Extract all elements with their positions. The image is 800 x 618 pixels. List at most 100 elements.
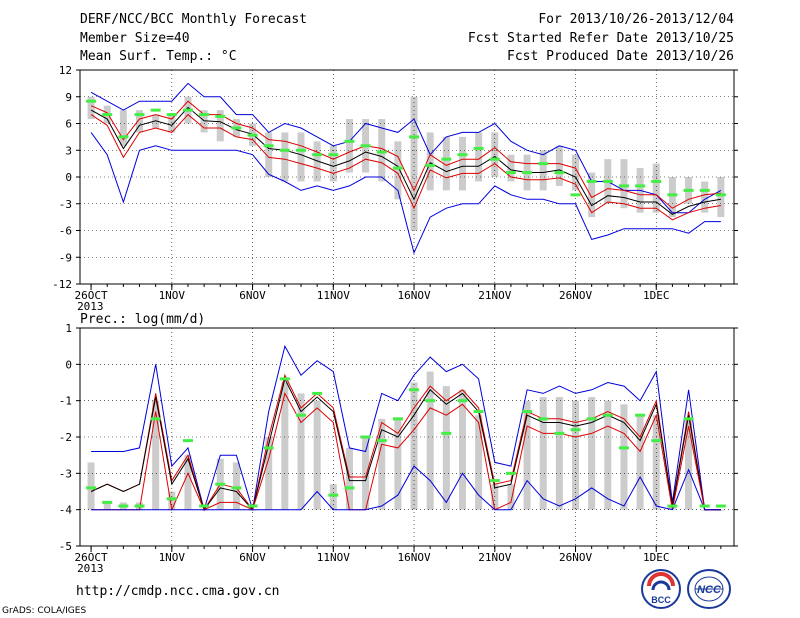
spread-box — [281, 382, 289, 510]
spread-box — [394, 418, 402, 510]
observed-marker — [538, 162, 549, 166]
observed-marker — [312, 391, 323, 395]
spread-box — [313, 400, 321, 510]
spread-box — [717, 177, 725, 218]
spread-box — [281, 132, 289, 182]
spread-box — [652, 415, 660, 510]
spread-box — [184, 455, 192, 510]
bcc-logo: BCC — [641, 569, 681, 609]
series-min — [90, 132, 721, 255]
observed-marker — [489, 479, 500, 483]
spread-box — [216, 110, 224, 142]
variable-label: Mean Surf. Temp.: °C — [80, 49, 237, 64]
spread-box — [297, 132, 305, 182]
spread-box — [329, 145, 337, 182]
series-min — [91, 465, 721, 511]
x-tick-label: 1NOV — [159, 289, 186, 302]
forecast-period: For 2013/10/26-2013/12/04 — [538, 12, 734, 27]
x-tick-label: 6NOV — [239, 551, 266, 564]
bcc-logo-text: BCC — [651, 595, 671, 605]
series-lower — [90, 113, 721, 221]
observed-marker — [699, 504, 710, 508]
spread-box — [442, 136, 450, 191]
observed-marker — [166, 497, 177, 501]
observed-marker — [618, 184, 629, 188]
observed-marker — [360, 435, 371, 439]
ncc-logo: NCC — [687, 569, 731, 609]
y-tick-label: 3 — [65, 144, 72, 157]
spread-box — [475, 415, 483, 510]
observed-marker — [409, 388, 420, 392]
y-tick-label: -9 — [59, 251, 72, 264]
ncc-logo-text: NCC — [697, 584, 722, 596]
spread-box — [378, 418, 386, 510]
observed-marker — [586, 417, 597, 421]
spread-box — [458, 389, 466, 510]
observed-marker — [425, 399, 436, 403]
observed-marker — [263, 144, 274, 148]
series-max — [91, 344, 721, 512]
observed-marker — [247, 504, 258, 508]
observed-marker — [279, 377, 290, 381]
spread-box — [620, 404, 628, 510]
y-tick-label: 1 — [65, 322, 72, 335]
x-tick-label: 16NOV — [397, 551, 430, 564]
observed-marker — [182, 108, 193, 112]
series-lower — [91, 392, 721, 512]
x-tick-label: 26OCT — [75, 551, 108, 564]
member-size: Member Size=40 — [80, 31, 190, 46]
y-tick-label: -6 — [59, 225, 72, 238]
grads-credit: GrADS: COLA/IGES — [2, 606, 87, 616]
observed-marker — [651, 439, 662, 443]
y-tick-label: -1 — [59, 395, 72, 408]
y-tick-label: -4 — [59, 504, 73, 517]
spread-box — [458, 136, 466, 191]
observed-marker — [538, 417, 549, 421]
spread-box — [539, 150, 547, 191]
observed-marker — [683, 188, 694, 192]
spread-box — [265, 132, 273, 177]
observed-marker — [102, 500, 113, 504]
observed-marker — [457, 399, 468, 403]
y-tick-label: 6 — [65, 118, 72, 131]
y-tick-label: 12 — [59, 64, 72, 77]
observed-marker — [489, 157, 500, 161]
y-tick-label: -2 — [59, 431, 72, 444]
observed-marker — [667, 504, 678, 508]
observed-marker — [118, 504, 129, 508]
spread-box — [103, 502, 111, 510]
observed-marker — [215, 114, 226, 118]
observed-marker — [134, 504, 145, 508]
spread-box — [604, 400, 612, 510]
observed-marker — [231, 126, 242, 130]
observed-marker — [522, 171, 533, 175]
x-tick-label: 26OCT — [75, 289, 108, 302]
observed-marker — [150, 108, 161, 112]
y-tick-label: 0 — [65, 171, 72, 184]
plot-2-title: Prec.: log(mm/d) — [80, 312, 205, 327]
x-year-label: 2013 — [77, 300, 104, 313]
observed-marker — [457, 153, 468, 157]
x-tick-label: 6NOV — [239, 289, 266, 302]
spread-box — [152, 400, 160, 510]
observed-marker — [505, 171, 516, 175]
observed-marker — [360, 144, 371, 148]
observed-marker — [699, 188, 710, 192]
spread-box — [523, 400, 531, 510]
y-tick-label: 9 — [65, 91, 72, 104]
chart-title: DERF/NCC/BCC Monthly Forecast — [80, 12, 307, 27]
spread-box — [539, 397, 547, 510]
observed-marker — [473, 410, 484, 414]
observed-marker — [473, 146, 484, 150]
spread-box — [475, 132, 483, 182]
x-tick-label: 21NOV — [478, 289, 511, 302]
spread-box — [410, 382, 418, 510]
x-tick-label: 16NOV — [397, 289, 430, 302]
observed-marker — [328, 493, 339, 497]
spread-box — [345, 119, 353, 173]
source-url[interactable]: http://cmdp.ncc.cma.gov.cn — [76, 584, 280, 599]
spread-box — [426, 132, 434, 191]
